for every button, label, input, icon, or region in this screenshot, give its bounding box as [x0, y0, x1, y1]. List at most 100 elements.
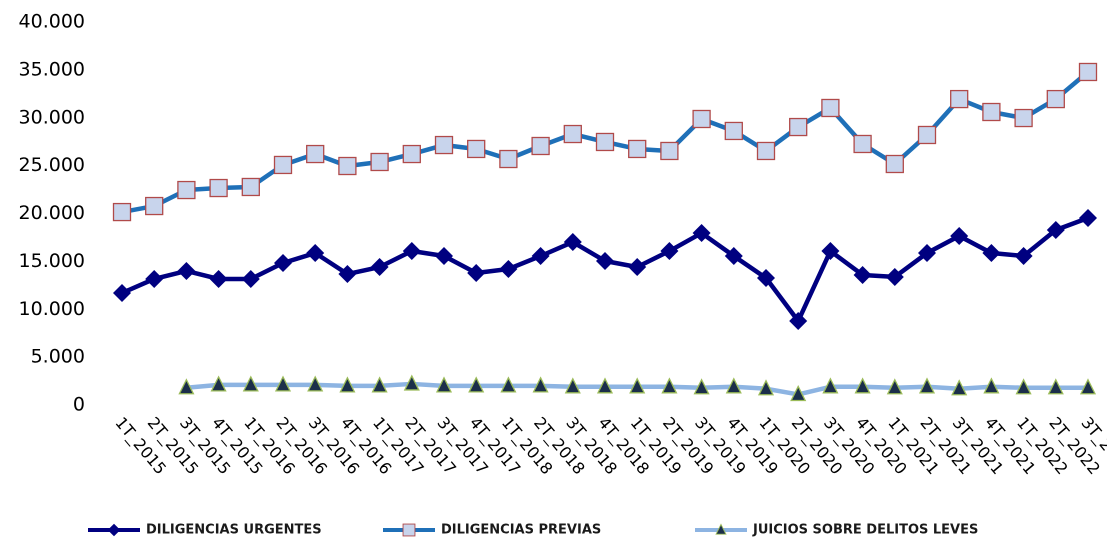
data-point — [307, 375, 324, 392]
data-point — [339, 376, 356, 393]
data-point — [532, 376, 549, 393]
y-tick-label: 30.000 — [19, 106, 85, 128]
data-point — [983, 377, 1000, 394]
data-point — [821, 242, 840, 261]
y-tick-label: 25.000 — [19, 154, 85, 176]
data-point — [660, 242, 679, 261]
y-tick-label: 20.000 — [19, 202, 85, 224]
data-point — [789, 312, 808, 331]
data-point — [982, 244, 1001, 263]
legend-label: DILIGENCIAS PREVIAS — [441, 523, 601, 538]
legend-label: JUICIOS SOBRE DELITOS LEVES — [752, 523, 978, 538]
data-point — [885, 154, 904, 174]
data-point — [338, 156, 357, 176]
data-point — [274, 254, 292, 273]
data-point — [435, 376, 453, 393]
data-point — [177, 261, 196, 280]
data-point — [435, 247, 453, 266]
data-point — [1015, 378, 1032, 395]
y-tick-label: 5.000 — [31, 346, 85, 368]
data-point — [500, 376, 517, 393]
data-point — [660, 141, 679, 161]
data-point — [210, 375, 227, 392]
data-point — [692, 109, 711, 129]
data-point — [692, 224, 711, 243]
data-point — [918, 377, 936, 394]
data-point — [917, 125, 937, 145]
y-tick-label: 35.000 — [19, 58, 85, 80]
data-point — [821, 98, 840, 118]
data-point — [885, 267, 904, 286]
data-point — [467, 263, 486, 282]
data-point — [725, 377, 742, 394]
legend-marker — [107, 523, 121, 537]
data-point — [242, 375, 259, 392]
data-point — [596, 377, 614, 394]
data-point — [756, 141, 776, 161]
data-point — [724, 121, 743, 141]
data-point — [757, 379, 775, 396]
data-point — [564, 377, 581, 394]
data-point — [467, 139, 486, 159]
data-point — [178, 378, 195, 395]
data-point — [1014, 247, 1033, 266]
data-point — [1046, 89, 1065, 109]
data-point — [693, 378, 710, 395]
data-point — [177, 180, 196, 200]
y-tick-label: 0 — [73, 394, 85, 416]
data-point — [1078, 62, 1098, 82]
data-point — [499, 260, 518, 279]
data-point — [499, 149, 518, 169]
data-point — [531, 136, 550, 156]
data-point — [563, 124, 582, 144]
data-point — [434, 135, 454, 155]
y-tick-label: 40.000 — [19, 11, 85, 33]
data-point — [790, 385, 807, 402]
data-point — [595, 132, 615, 152]
data-point — [1079, 378, 1097, 395]
data-point — [918, 244, 936, 263]
data-point — [145, 196, 164, 216]
data-point — [629, 377, 646, 394]
data-point — [370, 258, 389, 277]
legend-label: DILIGENCIAS URGENTES — [146, 523, 322, 538]
data-point — [982, 102, 1001, 122]
data-point — [273, 155, 293, 175]
data-point — [886, 378, 903, 395]
data-point — [468, 376, 485, 393]
data-point — [113, 283, 131, 302]
data-point — [1047, 378, 1064, 395]
data-point — [338, 265, 357, 284]
data-point — [950, 89, 969, 109]
data-point — [1014, 108, 1033, 128]
data-point — [950, 227, 969, 246]
data-point — [274, 375, 292, 392]
y-tick-label: 10.000 — [19, 298, 85, 320]
data-point — [757, 269, 775, 288]
data-point — [1046, 220, 1065, 239]
data-point — [306, 244, 325, 263]
data-point — [306, 144, 325, 164]
data-point — [563, 233, 582, 252]
data-point — [628, 258, 647, 277]
data-point — [403, 374, 420, 391]
data-point — [370, 152, 389, 172]
data-point — [596, 251, 614, 270]
data-point — [241, 269, 260, 288]
legend-marker — [402, 523, 416, 537]
data-point — [209, 178, 228, 198]
data-point — [145, 269, 164, 288]
data-point — [402, 144, 421, 164]
data-point — [661, 377, 678, 394]
data-point — [402, 242, 421, 261]
data-point — [854, 377, 871, 394]
data-point — [853, 134, 872, 154]
data-point — [724, 247, 743, 266]
data-point — [628, 139, 647, 159]
data-point — [371, 376, 388, 393]
data-point — [112, 202, 132, 222]
y-tick-label: 15.000 — [19, 250, 85, 272]
data-point — [822, 377, 839, 394]
data-point — [1079, 209, 1097, 228]
